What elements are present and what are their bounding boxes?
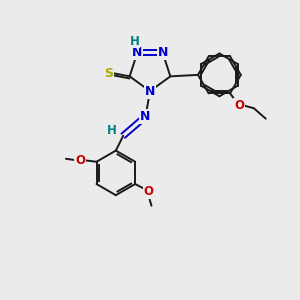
Text: O: O [75,154,85,167]
Text: N: N [140,110,151,123]
Text: S: S [104,67,113,80]
Text: N: N [145,85,155,98]
Text: N: N [132,46,142,59]
Text: N: N [158,46,168,59]
Text: O: O [234,99,244,112]
Text: H: H [130,34,140,48]
Text: O: O [143,185,154,198]
Text: H: H [106,124,116,137]
